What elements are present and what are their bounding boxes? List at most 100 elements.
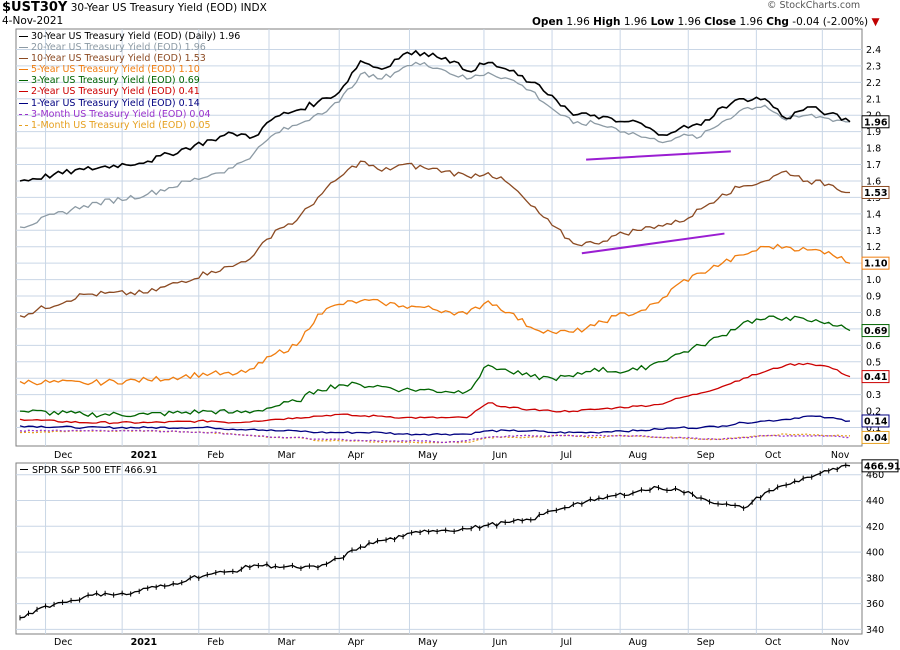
last-value-text: 0.04	[864, 433, 888, 444]
trendline-ust10	[581, 232, 725, 255]
chg-label: Chg	[766, 16, 789, 28]
y-tick-label: 440	[866, 496, 884, 507]
x-axis-top: Dec 2021 Feb Mar Apr May Jun Jul Aug Sep Oct Nov	[54, 450, 850, 461]
legend-label: 30-Year US Treasury Yield (EOD) (Daily) …	[31, 31, 241, 42]
low-label: Low	[650, 16, 675, 28]
legend-entry-ust20: 20-Year US Treasury Yield (EOD) 1.96	[19, 42, 240, 53]
ohlc-readout: Open 1.96 High 1.96 Low 1.96 Close 1.96 …	[532, 16, 880, 28]
last-value-text: 1.10	[864, 259, 888, 270]
last-value-box	[861, 185, 890, 199]
legend-label: 2-Year US Treasury Yield (EOD) 0.41	[31, 86, 200, 98]
x-tick-label: Aug	[629, 637, 648, 648]
series-line-ust10	[19, 160, 850, 318]
y-tick-label: 0.2	[866, 407, 881, 418]
y-tick-label: 420	[866, 522, 884, 533]
legend-entry-ust2: 2-Year US Treasury Yield (EOD) 0.41	[19, 86, 240, 97]
x-tick-label: Oct	[765, 637, 782, 648]
legend-swatch	[19, 69, 28, 71]
high-value: 1.96	[623, 16, 648, 28]
legend-label: 10-Year US Treasury Yield (EOD) 1.53	[31, 53, 206, 65]
spy-axis: 340 360 380 400 420 440 460	[866, 470, 884, 636]
spy-legend: SPDR S&P 500 ETF 466.91	[19, 465, 158, 476]
yield-series-group	[19, 49, 851, 444]
legend-label: 3-Year US Treasury Yield (EOD) 0.69	[31, 75, 200, 87]
spy-legend-swatch	[19, 465, 29, 473]
x-tick-label: May	[418, 637, 438, 648]
close-value: 1.96	[739, 16, 763, 28]
last-value-ust3: 0.69	[861, 324, 890, 338]
x-tick-label: Apr	[348, 450, 365, 461]
last-value-box	[861, 414, 890, 428]
y-tick-label: 380	[866, 573, 884, 584]
y-tick-label: 0.5	[866, 357, 881, 368]
y-tick-label: 0.6	[866, 341, 881, 352]
last-value-text: 0.41	[864, 372, 887, 383]
spy-plot-area	[15, 462, 863, 635]
series-line-ust3	[19, 315, 851, 418]
y-tick-label: 1.4	[866, 209, 881, 220]
y-tick-label: 0.1	[866, 423, 881, 434]
last-value-ust5: 1.10	[861, 256, 890, 270]
x-tick-label: Jun	[491, 637, 507, 648]
x-tick-label: Jul	[560, 637, 572, 648]
legend-swatch	[19, 80, 28, 82]
last-value-box	[861, 324, 890, 338]
watermark: © StockCharts.com	[767, 0, 861, 11]
legend-swatch	[19, 91, 28, 93]
x-axis-bottom: Dec 2021 Feb Mar Apr May Jun Jul Aug Sep Oct Nov	[54, 637, 850, 648]
y-tick-label: 1.6	[866, 176, 881, 187]
legend-entry-ust10: 10-Year US Treasury Yield (EOD) 1.53	[19, 53, 240, 64]
last-value-ust1: 0.14	[861, 414, 890, 428]
x-tick-label: Mar	[278, 450, 296, 461]
spy-last-value-label: 466.91	[861, 459, 900, 473]
last-value-ust10: 1.53	[861, 185, 890, 199]
x-tick-label: Feb	[207, 450, 224, 461]
y-tick-label: 1.9	[866, 127, 881, 138]
last-value-ust1m: 0.04	[861, 430, 890, 444]
legend-label: 1-Year US Treasury Yield (EOD) 0.14	[31, 97, 200, 109]
last-value-text: 0.14	[864, 416, 888, 427]
legend-label: 3-Month US Treasury Yield (EOD) 0.04	[31, 108, 211, 120]
x-tick-label: Sep	[697, 637, 715, 648]
x-tick-label: Jul	[560, 450, 572, 461]
legend-entry-ust1: 1-Year US Treasury Yield (EOD) 0.14	[19, 98, 240, 109]
y-tick-label: 0.9	[866, 292, 881, 303]
legend-label: 5-Year US Treasury Yield (EOD) 1.10	[31, 64, 200, 76]
legend-entry-ust3m: 3-Month US Treasury Yield (EOD) 0.04	[19, 109, 240, 120]
legend-label: 20-Year US Treasury Yield (EOD) 1.96	[31, 42, 206, 54]
yield-legend: 30-Year US Treasury Yield (EOD) (Daily) …	[19, 31, 240, 131]
y-tick-label: 1.0	[866, 275, 881, 286]
legend-swatch	[19, 124, 28, 126]
series-line-ust2	[19, 362, 851, 425]
legend-label: 1-Month US Treasury Yield (EOD) 0.05	[31, 119, 211, 131]
legend-swatch	[19, 47, 28, 49]
chg-value: -0.04 (-2.00%)	[792, 16, 869, 28]
y-tick-label: 1.7	[866, 160, 881, 171]
x-tick-label: 2021	[131, 450, 157, 461]
y-tick-label: 400	[866, 548, 884, 559]
spy-last-text: 466.91	[864, 461, 900, 472]
trendline-ust30	[586, 150, 731, 161]
symbol: $UST30Y	[2, 0, 68, 15]
yield-grid	[16, 29, 862, 446]
y-tick-label: 360	[866, 599, 884, 610]
x-tick-label: Apr	[348, 637, 365, 648]
last-value-box	[861, 430, 890, 444]
legend-swatch	[19, 36, 28, 37]
high-label: High	[593, 16, 621, 28]
trendline-group	[581, 150, 731, 255]
spy-last-box	[861, 459, 899, 473]
series-line-ust30	[19, 49, 851, 182]
y-tick-label: 340	[866, 625, 884, 636]
last-value-box	[861, 256, 890, 270]
legend-swatch	[19, 102, 28, 104]
last-value-text: 1.53	[864, 188, 887, 199]
last-value-box	[861, 370, 890, 384]
x-tick-label: Aug	[629, 450, 648, 461]
legend-swatch	[19, 113, 28, 115]
spy-panel: 340 360 380 400 420 440 460 466.91	[15, 459, 900, 636]
series-line-ust1	[19, 415, 851, 436]
spy-legend-label: SPDR S&P 500 ETF 466.91	[32, 465, 158, 476]
legend-entry-ust3: 3-Year US Treasury Yield (EOD) 0.69	[19, 75, 240, 86]
